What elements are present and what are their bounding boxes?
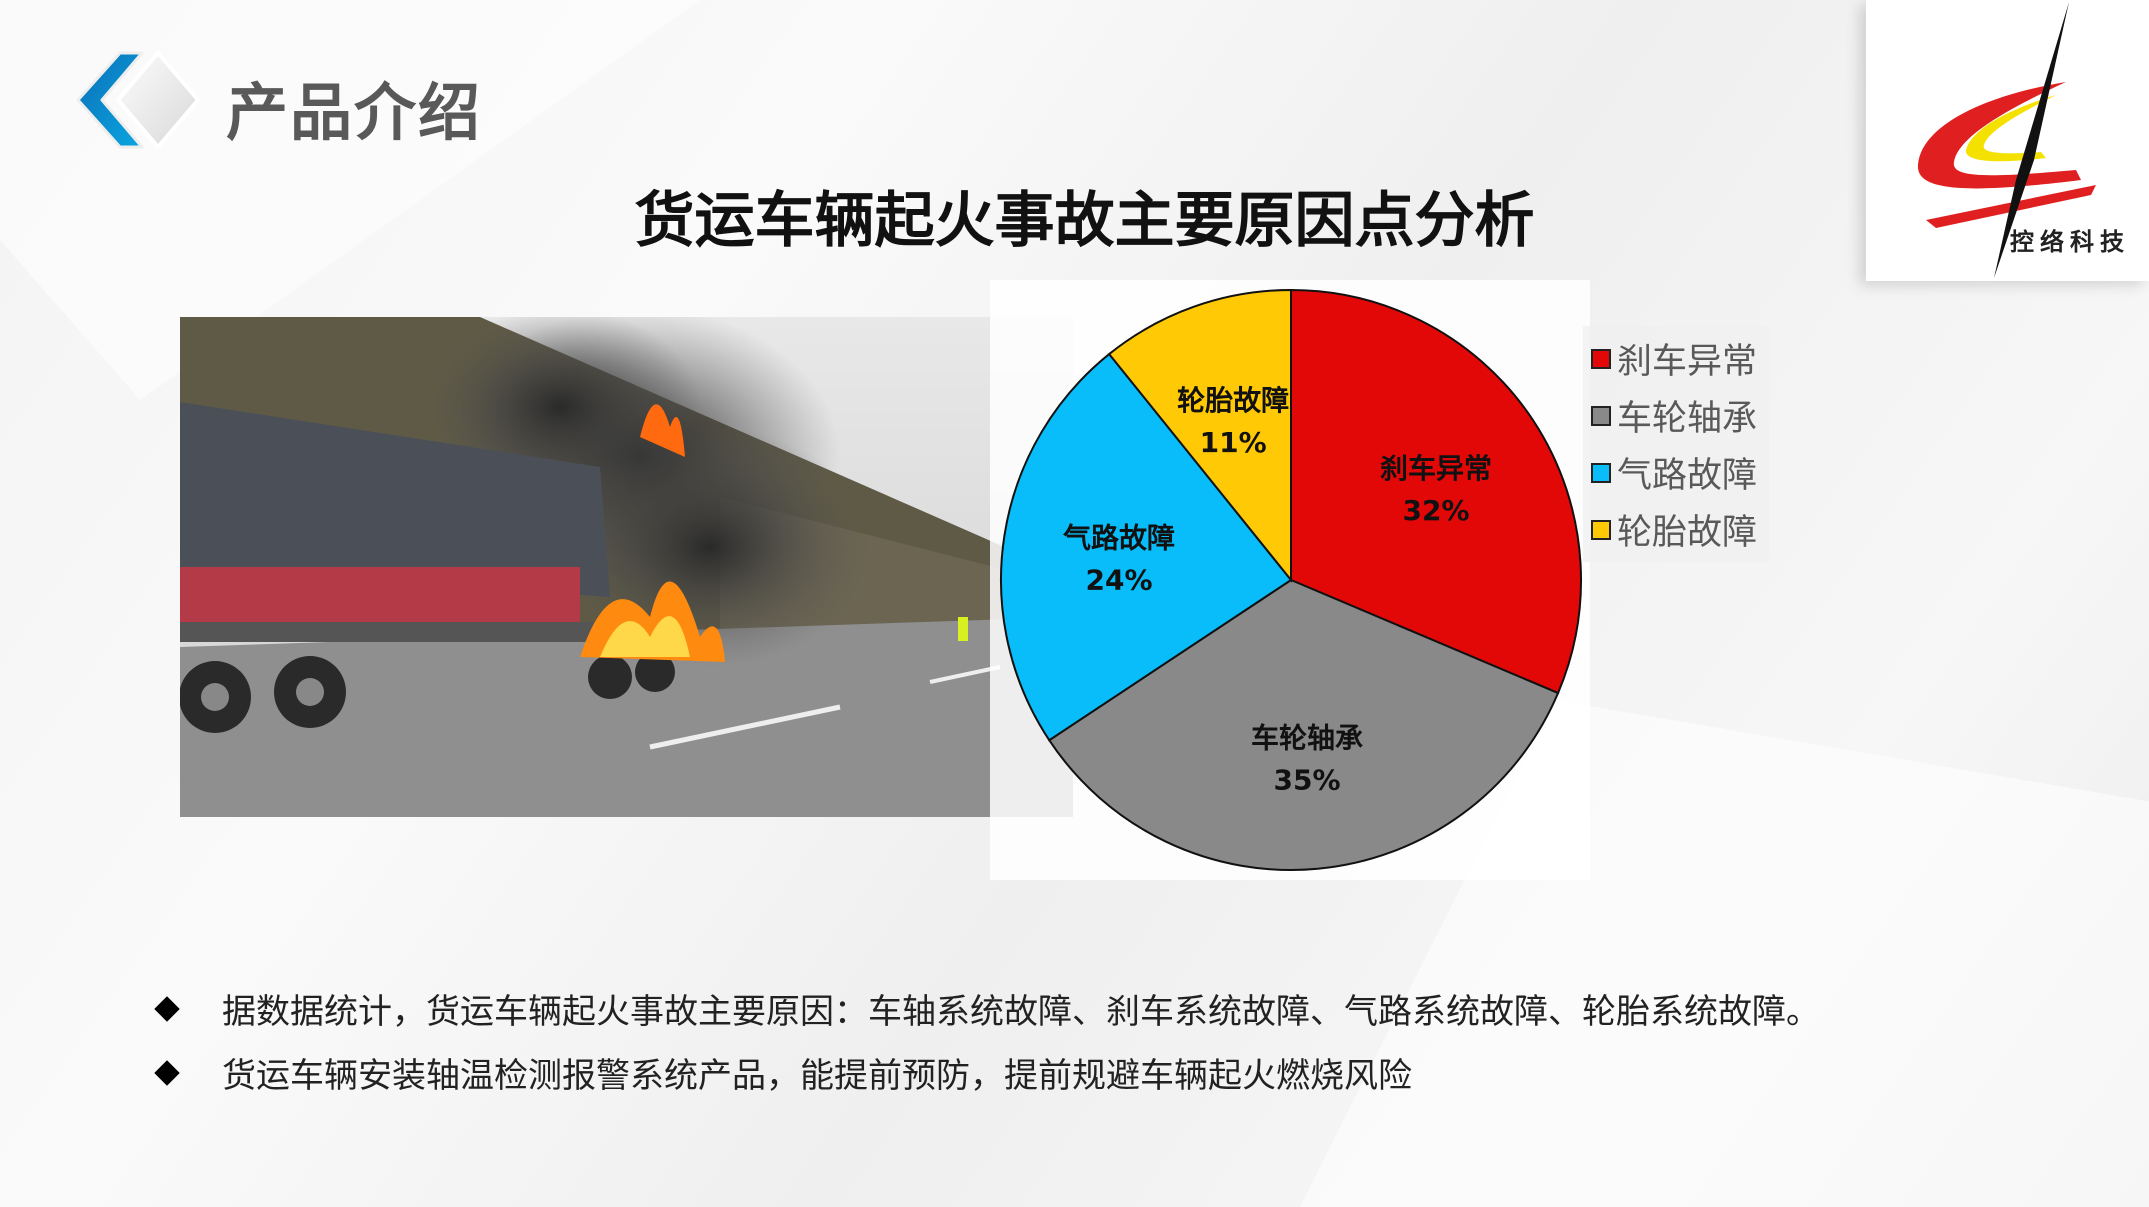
- legend-item: 刹车异常: [1583, 330, 1769, 387]
- diamond-bullet-icon: [154, 995, 180, 1022]
- legend-label: 刹车异常: [1617, 342, 1758, 382]
- legend-label: 气路故障: [1617, 456, 1758, 496]
- pie-percent-label: 35%: [1274, 763, 1341, 796]
- section-title: 产品介绍: [226, 76, 483, 149]
- legend-label: 车轮轴承: [1617, 399, 1758, 439]
- legend-swatch: [1591, 405, 1611, 426]
- pie-category-label: 车轮轴承: [1251, 721, 1363, 754]
- pie-slice-3: [1107, 288, 1292, 583]
- logo-text: 控络科技: [2010, 228, 2130, 256]
- pie-slice-1: [1047, 578, 1560, 871]
- company-logo: 控络科技: [1866, 0, 2149, 281]
- pie-percent-label: 11%: [1200, 426, 1267, 459]
- bullet-text: 据数据统计，货运车辆起火事故主要原因：车轴系统故障、刹车系统故障、气路系统故障、…: [222, 992, 1820, 1032]
- legend-item: 气路故障: [1583, 444, 1769, 501]
- pie-category-label: 刹车异常: [1380, 452, 1492, 485]
- double-diamond-chevron-icon: [76, 51, 200, 149]
- pie-slice-2: [1000, 352, 1293, 742]
- legend-swatch: [1591, 519, 1611, 540]
- bullet-item: 据数据统计，货运车辆起火事故主要原因：车轴系统故障、刹车系统故障、气路系统故障、…: [150, 984, 1820, 1033]
- diamond-bullet-icon: [154, 1059, 180, 1086]
- bullet-item: 货运车辆安装轴温检测报警系统产品，能提前预防，提前规避车辆起火燃烧风险: [150, 1048, 1412, 1097]
- chart-legend: 刹车异常车轮轴承气路故障轮胎故障: [1583, 326, 1769, 562]
- logo-mark-icon: [1917, 2, 2096, 278]
- bullet-text: 货运车辆安装轴温检测报警系统产品，能提前预防，提前规避车辆起火燃烧风险: [222, 1056, 1412, 1096]
- legend-item: 轮胎故障: [1583, 501, 1769, 558]
- pie-slice-0: [1290, 288, 1582, 695]
- pie-percent-label: 32%: [1403, 494, 1470, 527]
- legend-swatch: [1591, 462, 1611, 483]
- legend-item: 车轮轴承: [1583, 387, 1769, 444]
- pie-category-label: 气路故障: [1062, 521, 1175, 554]
- slide-title: 货运车辆起火事故主要原因点分析: [634, 186, 1535, 256]
- legend-swatch: [1591, 348, 1611, 369]
- pie-percent-label: 24%: [1086, 563, 1153, 596]
- pie-category-label: 轮胎故障: [1177, 384, 1289, 417]
- pie-chart: 刹车异常 32% 车轮轴承 35% 气路故障 24% 轮胎故障 11%: [990, 280, 1590, 880]
- legend-label: 轮胎故障: [1617, 513, 1758, 553]
- burning-truck-photo: [180, 317, 1073, 817]
